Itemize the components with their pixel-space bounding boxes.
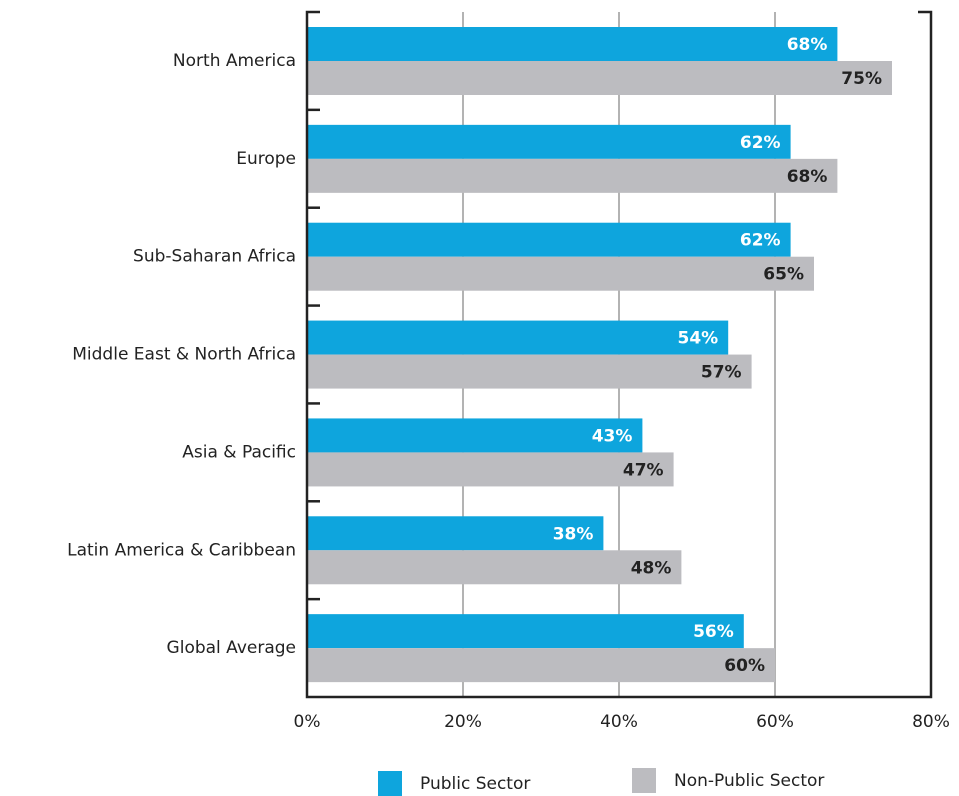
y-tick-label: Latin America & Caribbean (67, 540, 296, 560)
bar (307, 61, 892, 95)
bar (307, 418, 643, 453)
y-tick-label: Global Average (167, 638, 296, 658)
data-label: 68% (787, 167, 828, 187)
x-tick-label: 60% (756, 712, 794, 732)
bar (307, 27, 838, 61)
data-label: 62% (740, 231, 781, 251)
data-label: 75% (841, 69, 882, 89)
legend-swatch (378, 771, 402, 796)
data-label: 57% (701, 363, 742, 383)
data-label: 65% (763, 265, 804, 285)
legend-label: Non-Public Sector (674, 771, 824, 791)
data-label: 68% (787, 35, 828, 55)
bar (307, 320, 729, 355)
bar (307, 222, 791, 257)
data-label: 62% (740, 133, 781, 153)
bar (307, 354, 752, 389)
bar (307, 550, 682, 585)
y-tick-label: Middle East & North Africa (72, 345, 296, 365)
data-label: 56% (693, 622, 734, 642)
y-tick-label: North America (173, 51, 296, 71)
bar (307, 158, 838, 193)
bar (307, 614, 744, 649)
data-label: 60% (724, 656, 765, 676)
bar (307, 452, 674, 487)
bar (307, 516, 604, 551)
axis-frame (305, 10, 933, 699)
x-tick-label: 20% (444, 712, 482, 732)
bar (307, 124, 791, 159)
bar (307, 256, 814, 291)
legend-swatch (632, 768, 656, 793)
bar (307, 648, 775, 683)
data-label: 47% (623, 460, 664, 480)
y-tick-label: Sub-Saharan Africa (133, 247, 296, 267)
data-label: 54% (677, 329, 718, 349)
data-label: 38% (553, 524, 594, 544)
x-tick-label: 80% (912, 712, 950, 732)
data-label: 48% (631, 558, 672, 578)
x-tick-label: 0% (294, 712, 321, 732)
data-label: 43% (592, 426, 633, 446)
x-tick-label: 40% (600, 712, 638, 732)
y-tick-label: Europe (236, 149, 296, 169)
y-tick-label: Asia & Pacific (182, 442, 296, 462)
legend-label: Public Sector (420, 774, 530, 794)
